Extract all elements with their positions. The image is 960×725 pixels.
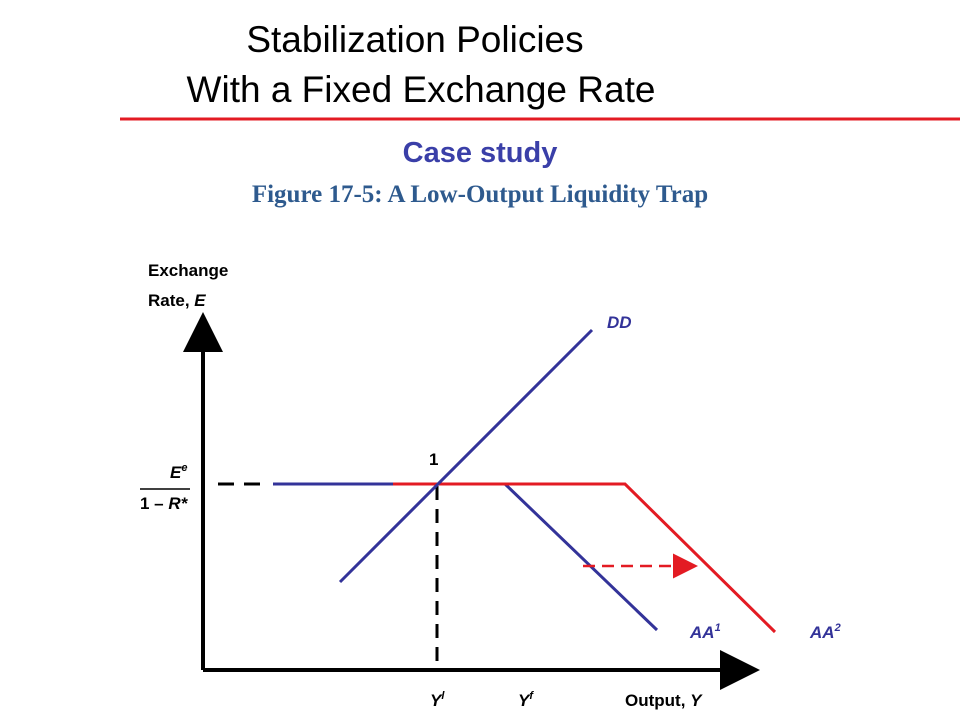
y-level-denominator: 1 – R* <box>140 494 189 513</box>
aa2-curve <box>393 482 777 634</box>
y-axis-label: Rate, E <box>148 291 206 310</box>
curve-label: AA1 <box>689 622 721 642</box>
title: Stabilization Policies <box>246 19 583 60</box>
point-label: 1 <box>429 450 438 469</box>
x-axis-label: Output, Y <box>625 691 703 710</box>
x-level-label: Yf <box>518 690 534 710</box>
curve-label: AA2 <box>809 622 841 642</box>
curve-label: DD <box>607 313 632 332</box>
y-level-numerator: Ee <box>170 462 187 482</box>
figure-title: Figure 17-5: A Low-Output Liquidity Trap <box>252 181 708 208</box>
aa1-curve <box>273 482 659 632</box>
section: Case study <box>403 137 558 169</box>
y-axis-label: Exchange <box>148 261 228 280</box>
x-level-label: Yl <box>430 690 445 710</box>
title: With a Fixed Exchange Rate <box>187 69 656 110</box>
dd-curve <box>338 328 594 584</box>
